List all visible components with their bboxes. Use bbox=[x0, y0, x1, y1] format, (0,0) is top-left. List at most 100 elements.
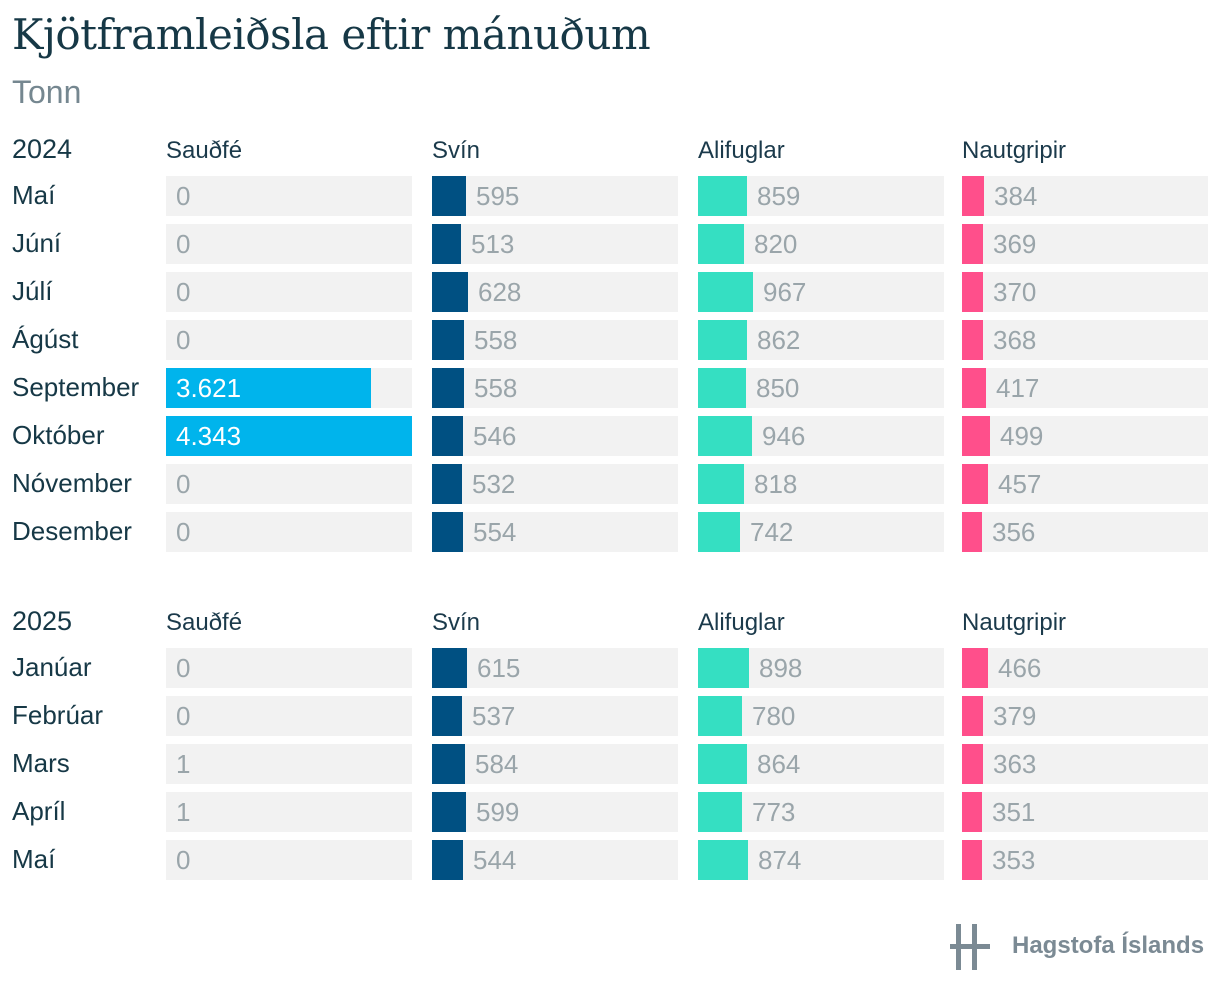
data-label: 532 bbox=[472, 469, 516, 499]
bar-track: 558 bbox=[432, 368, 678, 408]
bar-track: 544 bbox=[432, 840, 678, 880]
month-label: Desember bbox=[12, 516, 132, 546]
bar bbox=[962, 696, 983, 736]
bar-track: 1 bbox=[166, 792, 412, 832]
data-label: 773 bbox=[752, 797, 796, 827]
bar bbox=[698, 648, 749, 688]
bar bbox=[698, 224, 744, 264]
data-label: 417 bbox=[996, 373, 1040, 403]
bar-track: 499 bbox=[962, 416, 1208, 456]
series-header: Nautgripir bbox=[962, 609, 1067, 636]
bar-track: 513 bbox=[432, 224, 678, 264]
bar bbox=[698, 272, 753, 312]
data-label: 615 bbox=[477, 653, 521, 683]
data-label: 0 bbox=[176, 277, 191, 307]
data-label: 874 bbox=[758, 845, 802, 875]
bar-track: 874 bbox=[698, 840, 944, 880]
month-label: Mars bbox=[12, 748, 70, 778]
data-label: 351 bbox=[992, 797, 1036, 827]
data-label: 584 bbox=[475, 749, 519, 779]
bar bbox=[698, 368, 746, 408]
data-label: 370 bbox=[993, 277, 1037, 307]
bar-track: 369 bbox=[962, 224, 1208, 264]
bar bbox=[962, 416, 990, 456]
data-label: 558 bbox=[474, 373, 518, 403]
data-label: 544 bbox=[473, 845, 517, 875]
bar-track: 0 bbox=[166, 176, 412, 216]
data-label: 466 bbox=[998, 653, 1042, 683]
data-label: 457 bbox=[998, 469, 1042, 499]
bar bbox=[432, 792, 466, 832]
bar-track: 4.343 bbox=[166, 416, 412, 456]
data-label: 546 bbox=[473, 421, 517, 451]
data-label: 369 bbox=[993, 229, 1037, 259]
bar-track: 0 bbox=[166, 320, 412, 360]
bar-track: 537 bbox=[432, 696, 678, 736]
bar-track: 898 bbox=[698, 648, 944, 688]
data-label: 898 bbox=[759, 653, 803, 683]
bar bbox=[432, 464, 462, 504]
bar bbox=[432, 648, 467, 688]
bar-track: 351 bbox=[962, 792, 1208, 832]
bar-track: 379 bbox=[962, 696, 1208, 736]
bar bbox=[962, 320, 983, 360]
data-label: 384 bbox=[994, 181, 1038, 211]
month-label: Febrúar bbox=[12, 700, 104, 730]
bar-track: 862 bbox=[698, 320, 944, 360]
bar bbox=[698, 416, 752, 456]
chart-title: Kjötframleiðsla eftir mánuðum bbox=[12, 10, 651, 59]
series-header: Nautgripir bbox=[962, 137, 1067, 164]
bar-track: 820 bbox=[698, 224, 944, 264]
data-label: 742 bbox=[750, 517, 794, 547]
bar-track: 773 bbox=[698, 792, 944, 832]
bar bbox=[962, 368, 986, 408]
data-label: 818 bbox=[754, 469, 798, 499]
bar-track: 599 bbox=[432, 792, 678, 832]
bar-track: 363 bbox=[962, 744, 1208, 784]
series-header: Alifuglar bbox=[698, 137, 785, 164]
bar-track: 0 bbox=[166, 840, 412, 880]
bar-track: 0 bbox=[166, 272, 412, 312]
bar-track: 370 bbox=[962, 272, 1208, 312]
data-label: 537 bbox=[472, 701, 516, 731]
bar bbox=[432, 272, 468, 312]
data-label: 859 bbox=[757, 181, 801, 211]
bar bbox=[432, 176, 466, 216]
bar-track: 457 bbox=[962, 464, 1208, 504]
bar bbox=[698, 744, 747, 784]
month-label: September bbox=[12, 372, 140, 402]
bar bbox=[962, 648, 988, 688]
data-label: 862 bbox=[757, 325, 801, 355]
bar bbox=[432, 416, 463, 456]
bar-track: 353 bbox=[962, 840, 1208, 880]
month-label: Júní bbox=[12, 228, 62, 258]
series-header: Svín bbox=[432, 137, 481, 164]
month-label: Júlí bbox=[12, 276, 53, 306]
data-label: 0 bbox=[176, 229, 191, 259]
data-label: 4.343 bbox=[176, 421, 242, 451]
bar-track: 0 bbox=[166, 696, 412, 736]
year-label: 2025 bbox=[12, 606, 73, 636]
data-label: 595 bbox=[476, 181, 520, 211]
chart-subtitle: Tonn bbox=[12, 74, 82, 110]
data-label: 363 bbox=[993, 749, 1037, 779]
bar-track: 946 bbox=[698, 416, 944, 456]
bar-track: 0 bbox=[166, 224, 412, 264]
bar bbox=[698, 840, 748, 880]
data-label: 0 bbox=[176, 517, 191, 547]
month-label: Ágúst bbox=[12, 324, 79, 354]
month-label: Október bbox=[12, 420, 105, 450]
data-label: 513 bbox=[471, 229, 515, 259]
data-label: 850 bbox=[756, 373, 800, 403]
data-label: 946 bbox=[762, 421, 806, 451]
data-label: 0 bbox=[176, 325, 191, 355]
bar-track: 967 bbox=[698, 272, 944, 312]
bar-track: 0 bbox=[166, 464, 412, 504]
data-label: 967 bbox=[763, 277, 807, 307]
bar-track: 584 bbox=[432, 744, 678, 784]
bar-track: 0 bbox=[166, 512, 412, 552]
bar bbox=[698, 176, 747, 216]
data-label: 0 bbox=[176, 701, 191, 731]
bar-track: 864 bbox=[698, 744, 944, 784]
data-label: 1 bbox=[176, 749, 191, 779]
